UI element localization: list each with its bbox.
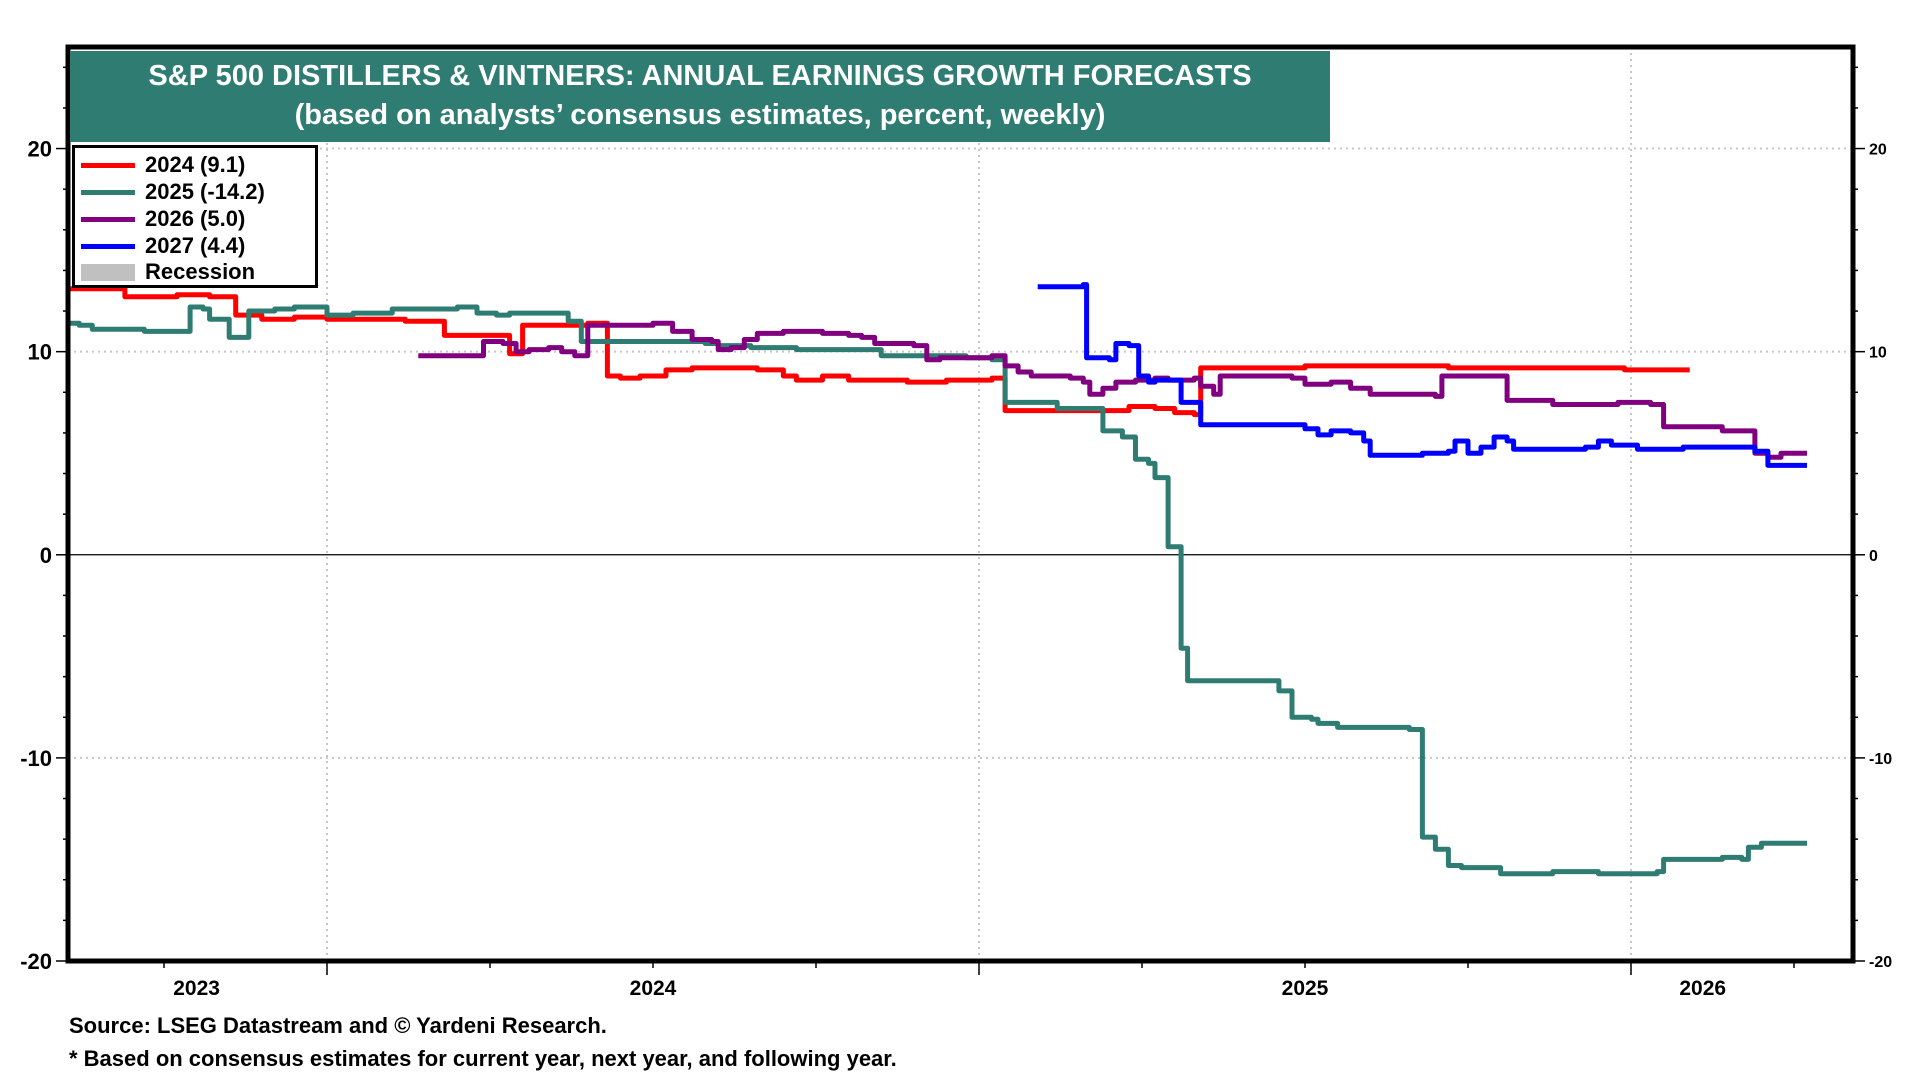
source-note: Source: LSEG Datastream and © Yardeni Re… <box>69 1013 607 1038</box>
y-tick-label-right: 0 <box>1869 548 1878 565</box>
legend-label: 2024 (9.1) <box>145 152 246 177</box>
legend-swatch-2027 <box>81 243 135 249</box>
chart-title: S&P 500 DISTILLERS & VINTNERS: ANNUAL EA… <box>148 60 1252 92</box>
grid <box>68 47 1853 961</box>
y-tick-label-left: 10 <box>28 340 52 365</box>
legend-swatch-2026 <box>81 216 135 222</box>
y-tick-label-left: -10 <box>20 746 52 771</box>
chart-title-box: S&P 500 DISTILLERS & VINTNERS: ANNUAL EA… <box>70 51 1330 142</box>
legend-item-2027: 2027 (4.4) <box>81 233 245 259</box>
legend-swatch-2025 <box>81 189 135 195</box>
y-tick-label-right: -20 <box>1869 954 1892 971</box>
y-tick-label-right: 10 <box>1869 345 1887 362</box>
legend-item-2024: 2024 (9.1) <box>81 152 245 178</box>
legend: 2024 (9.1) 2025 (-14.2) 2026 (5.0) 2027 … <box>72 145 318 288</box>
series-layer <box>66 282 1807 877</box>
x-tick-label: 2024 <box>630 977 677 1000</box>
legend-swatch-recession <box>81 263 135 281</box>
legend-label: 2027 (4.4) <box>145 233 246 258</box>
legend-item-2026: 2026 (5.0) <box>81 206 245 232</box>
legend-item-recession: Recession <box>81 259 255 285</box>
legend-label: 2026 (5.0) <box>145 206 246 231</box>
x-tick-label: 2026 <box>1679 977 1726 1000</box>
x-tick-label: 2025 <box>1282 977 1329 1000</box>
plot-frame <box>65 44 1856 964</box>
legend-label: 2025 (-14.2) <box>145 179 265 204</box>
y-tick-label-left: 20 <box>28 137 52 162</box>
series-line-2025 <box>66 304 1807 877</box>
legend-label: Recession <box>145 259 256 284</box>
y-tick-label-left: -20 <box>20 949 52 974</box>
axes: -20 -20 -10 -10 0 0 10 10 20 20 2023 2024 2025 2026 <box>20 66 1892 1000</box>
footnote: * Based on consensus estimates for curre… <box>69 1046 897 1071</box>
series-line-2026 <box>418 320 1807 460</box>
x-tick-label: 2023 <box>173 977 220 1000</box>
y-tick-label-right: 20 <box>1869 142 1887 159</box>
y-tick-label-right: -10 <box>1869 751 1892 768</box>
legend-swatch-2024 <box>81 162 135 168</box>
series-line-2024 <box>66 286 1690 418</box>
y-tick-label-left: 0 <box>40 543 52 568</box>
series-line-2027 <box>1037 282 1807 468</box>
chart-subtitle: (based on analysts’ consensus estimates,… <box>294 99 1106 131</box>
legend-item-2025: 2025 (-14.2) <box>81 179 265 205</box>
